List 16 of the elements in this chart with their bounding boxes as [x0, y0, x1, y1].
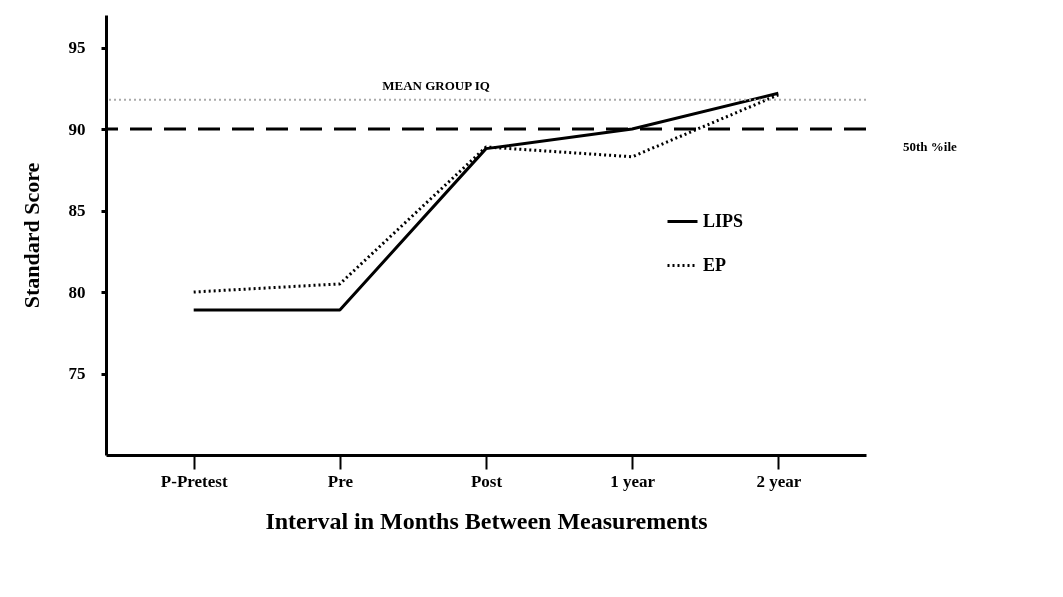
y-axis-title: Standard Score [18, 162, 44, 309]
x-tick-label: P-Pretest [160, 471, 228, 491]
ref-line-label: MEAN GROUP IQ [382, 77, 490, 93]
x-tick-label: 2 year [756, 471, 802, 491]
y-tick-label: 80 [68, 282, 86, 302]
ref-line-label: 50th %ile [903, 139, 958, 155]
y-tick-label: 90 [68, 119, 86, 139]
x-tick-label: 1 year [610, 471, 656, 491]
legend-label: EP [703, 254, 727, 275]
y-tick-label: 75 [68, 364, 86, 384]
x-tick-label: Pre [327, 471, 354, 491]
x-tick-label: Post [470, 471, 503, 491]
y-tick-label: 95 [68, 38, 86, 58]
y-tick-label: 85 [68, 201, 86, 221]
x-axis-title: Interval in Months Between Measurements [265, 507, 708, 534]
legend-label: LIPS [703, 210, 744, 231]
